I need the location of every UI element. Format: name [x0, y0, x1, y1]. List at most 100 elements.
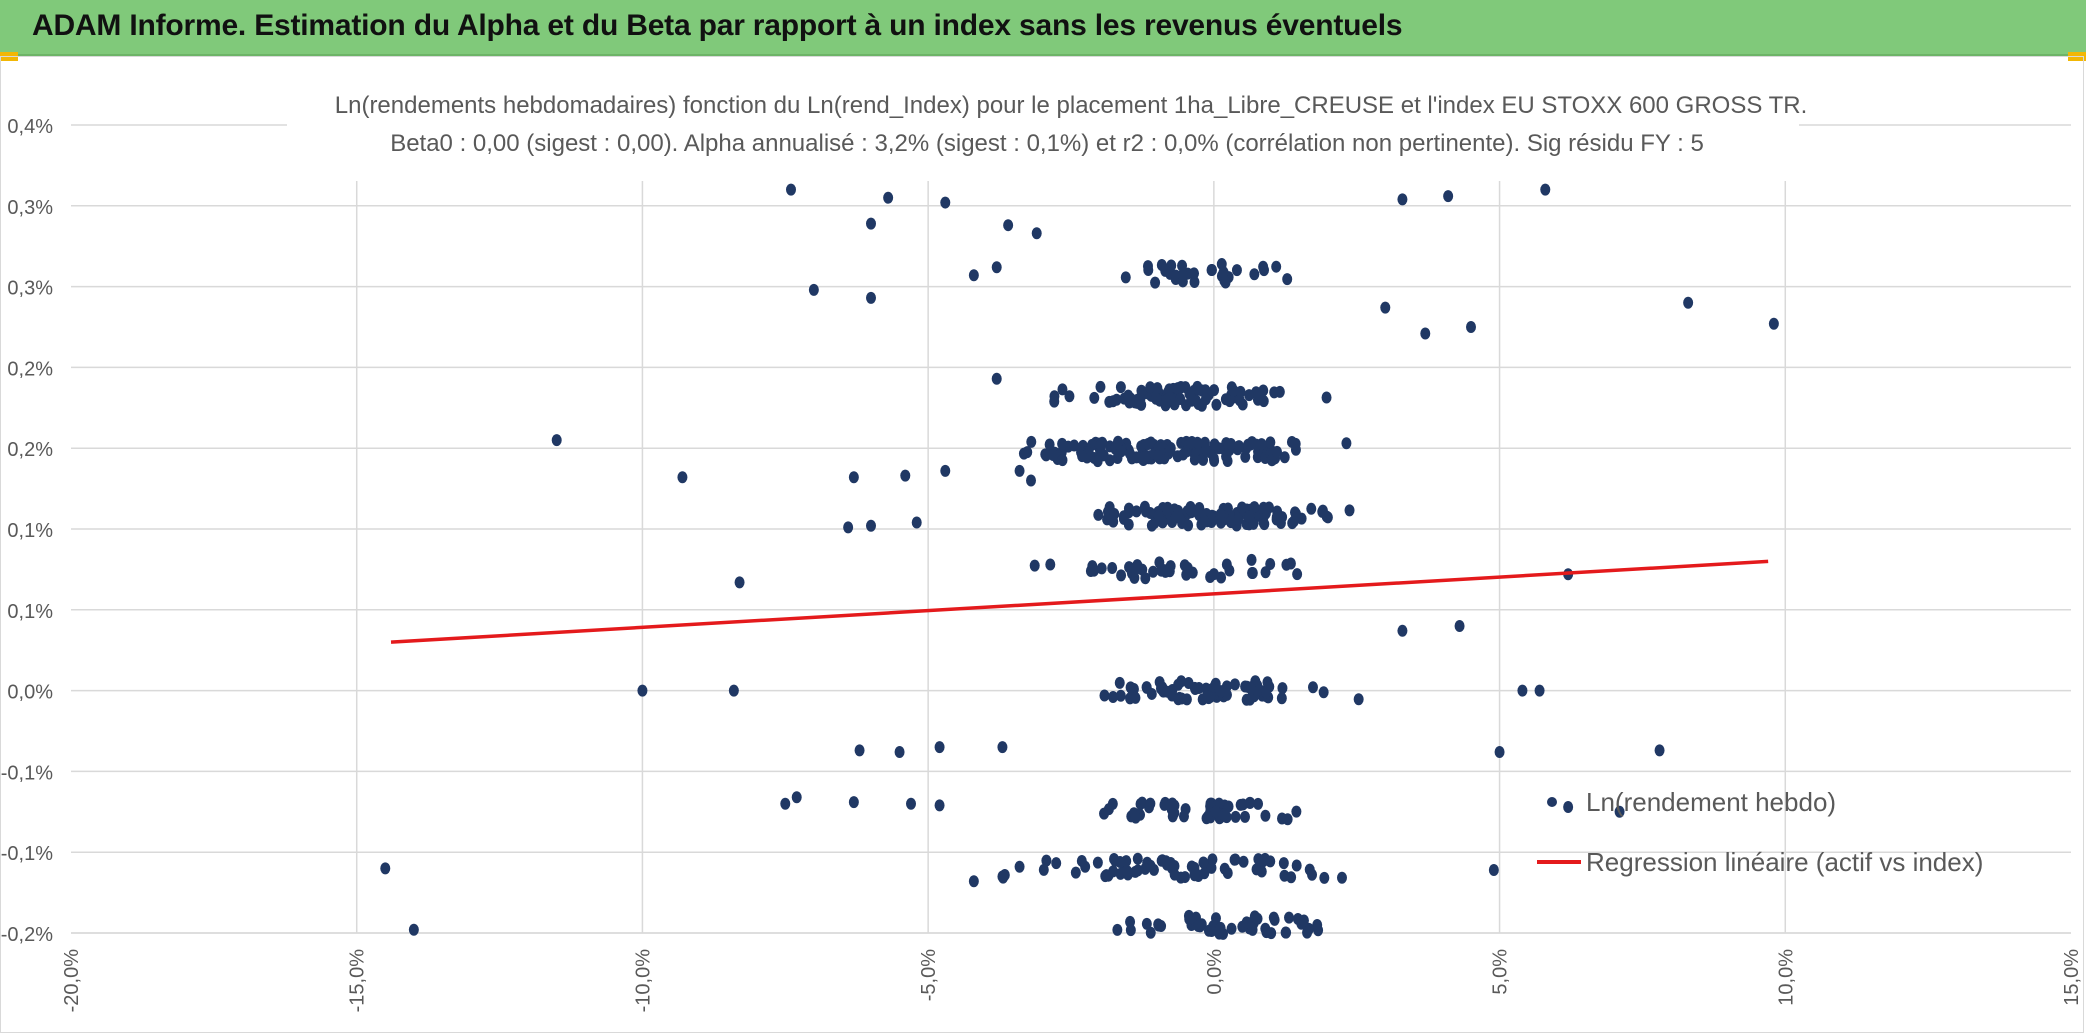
data-point — [848, 796, 859, 809]
data-point — [1096, 562, 1107, 575]
data-point — [1304, 863, 1315, 876]
y-tick-label: 0,0% — [7, 682, 53, 704]
data-point — [1307, 681, 1318, 694]
data-point — [1142, 437, 1153, 450]
data-point — [1099, 807, 1110, 820]
data-point — [1207, 853, 1218, 866]
data-point — [1265, 436, 1276, 449]
data-point — [1123, 389, 1134, 402]
data-point — [848, 471, 859, 484]
data-point — [968, 269, 979, 282]
data-point — [1241, 916, 1252, 929]
data-point — [1341, 437, 1352, 450]
data-point — [791, 791, 802, 804]
data-point — [900, 469, 911, 482]
data-point — [1244, 510, 1255, 523]
data-point — [1534, 684, 1545, 697]
data-point — [1213, 442, 1224, 455]
data-point — [1131, 505, 1142, 518]
data-point — [1282, 273, 1293, 286]
data-point — [1517, 684, 1528, 697]
data-point — [1135, 798, 1146, 811]
data-point — [1189, 275, 1200, 288]
data-point — [1144, 801, 1155, 814]
y-tick-label: -0,1% — [1, 843, 53, 865]
x-tick-label: 5,0% — [1490, 949, 1512, 995]
data-point — [1302, 926, 1313, 939]
data-point — [1258, 501, 1269, 514]
data-point — [1108, 691, 1119, 704]
data-point — [1173, 693, 1184, 706]
data-point — [1186, 392, 1197, 405]
y-axis-ticks: 0,4% 0,3% 0,3% 0,2% 0,2% 0,1% 0,1% 0,0% -0,1% -0,… — [1, 116, 53, 946]
data-point — [1231, 264, 1242, 277]
data-point — [1265, 855, 1276, 868]
data-point — [997, 741, 1008, 754]
data-point — [940, 464, 951, 477]
data-point — [1112, 923, 1123, 936]
data-point — [1420, 327, 1431, 340]
data-point — [1238, 798, 1249, 811]
data-point — [1107, 561, 1118, 574]
data-point — [1169, 397, 1180, 410]
data-point — [1070, 866, 1081, 879]
data-point — [1210, 805, 1221, 818]
data-point — [1281, 926, 1292, 939]
data-point — [1286, 871, 1297, 884]
data-point — [1221, 558, 1232, 571]
data-point — [1114, 676, 1125, 689]
data-point — [1130, 691, 1141, 704]
data-point — [1136, 398, 1147, 411]
data-point — [1312, 918, 1323, 931]
data-point — [1116, 445, 1127, 458]
data-point — [408, 923, 419, 936]
data-point — [1041, 854, 1052, 867]
data-point — [1245, 682, 1256, 695]
data-point — [1253, 797, 1264, 810]
data-point — [1169, 868, 1180, 881]
data-point — [1145, 381, 1156, 394]
y-tick-label: 0,3% — [7, 278, 53, 300]
data-point — [1157, 854, 1168, 867]
data-point — [1211, 398, 1222, 411]
data-point — [1173, 678, 1184, 691]
data-point — [1222, 867, 1233, 880]
data-point — [786, 183, 796, 196]
y-tick-label: 0,2% — [7, 439, 53, 461]
data-point — [1192, 380, 1203, 393]
data-point — [1199, 436, 1210, 449]
data-point — [1092, 455, 1103, 468]
data-point — [1049, 395, 1060, 408]
data-point — [1109, 508, 1120, 521]
data-point — [1141, 917, 1152, 930]
data-point — [1143, 263, 1154, 276]
data-point — [1380, 301, 1391, 314]
x-tick-label: -10,0% — [632, 949, 654, 1013]
data-point — [934, 741, 945, 754]
x-tick-label: 0,0% — [1204, 949, 1226, 995]
y-tick-label: 0,1% — [7, 520, 53, 542]
chart-subtitle: Beta0 : 0,00 (sigest : 0,00). Alpha annu… — [390, 130, 1704, 157]
y-tick-label: -0,1% — [1, 762, 53, 784]
data-point — [1180, 871, 1191, 884]
data-point — [1159, 564, 1170, 577]
data-point — [1269, 386, 1280, 399]
data-point — [1278, 857, 1289, 870]
y-tick-label: 0,4% — [7, 116, 53, 138]
data-point — [1107, 797, 1118, 810]
data-point — [1306, 502, 1317, 515]
data-point — [1189, 267, 1200, 280]
data-point — [940, 196, 951, 209]
data-point — [1159, 798, 1170, 811]
data-point — [1095, 380, 1106, 393]
data-point — [1048, 449, 1059, 462]
data-point — [1102, 513, 1113, 526]
data-point — [1172, 382, 1183, 395]
data-point — [906, 797, 916, 810]
data-point — [1210, 912, 1221, 925]
report-title: ADAM Informe. Estimation du Alpha et du … — [32, 9, 1403, 42]
data-point — [637, 684, 648, 697]
data-point — [1321, 510, 1332, 523]
data-point — [1124, 561, 1135, 574]
data-point — [1125, 924, 1136, 937]
